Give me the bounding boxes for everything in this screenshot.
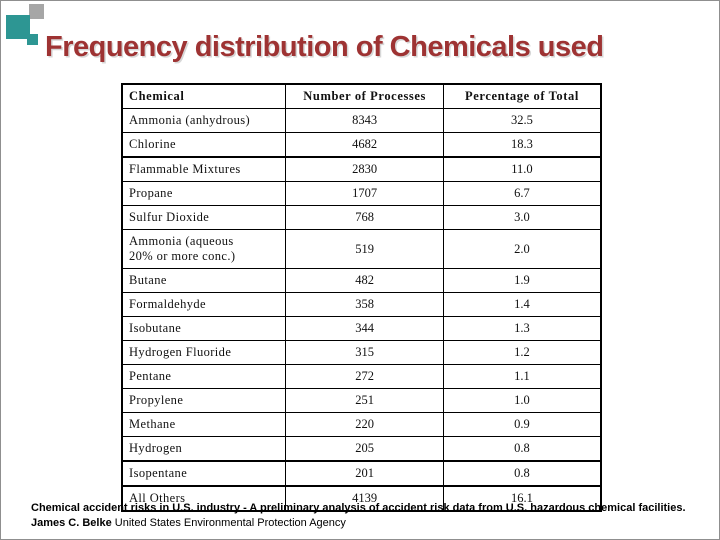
percentage-cell: 1.1 <box>442 364 602 389</box>
percentage-cell: 6.7 <box>442 181 602 206</box>
chemical-name-cell: Formaldehyde <box>121 292 287 317</box>
table-row: Chlorine 4682 18.3 <box>121 132 602 158</box>
percentage-cell: 3.0 <box>442 205 602 230</box>
percentage-cell: 1.0 <box>442 388 602 413</box>
process-count-cell: 272 <box>285 364 444 389</box>
percentage-cell: 32.5 <box>442 108 602 133</box>
process-count-cell: 358 <box>285 292 444 317</box>
citation-main-text: Chemical accident risks in U.S. industry… <box>31 502 686 530</box>
process-count-cell: 768 <box>285 205 444 230</box>
table-row: Propylene 251 1.0 <box>121 388 602 413</box>
table-row: All Others 4139 16.1 <box>121 485 602 512</box>
percentage-cell: 0.8 <box>442 436 602 462</box>
chemical-table-body: Ammonia (anhydrous) 8343 32.5 Chlorine 4682 1… <box>121 108 602 512</box>
chemical-name-cell: Ammonia (aqueous 20% or more conc.) <box>121 229 287 269</box>
table-row: Hydrogen 205 0.8 <box>121 436 602 462</box>
table-row: Sulfur Dioxide 768 3.0 <box>121 205 602 230</box>
table-row: Propane 1707 6.7 <box>121 181 602 206</box>
table-row: Isopentane 201 0.8 <box>121 460 602 487</box>
citation-agency-text: United States Environmental Protection A… <box>114 517 346 530</box>
table-row: Formaldehyde 358 1.4 <box>121 292 602 317</box>
data-table: Chemical Number of Processes Percentage … <box>121 83 602 512</box>
table-row: Hydrogen Fluoride 315 1.2 <box>121 340 602 365</box>
percentage-cell: 1.4 <box>442 292 602 317</box>
slide-title: Frequency distribution of Chemicals used <box>45 31 604 63</box>
column-header-processes: Number of Processes <box>285 83 444 109</box>
process-count-cell: 4139 <box>285 485 444 512</box>
process-count-cell: 205 <box>285 436 444 462</box>
process-count-cell: 482 <box>285 268 444 293</box>
table-row: Methane 220 0.9 <box>121 412 602 437</box>
percentage-cell: 2.0 <box>442 229 602 269</box>
table-header-row: Chemical Number of Processes Percentage … <box>121 83 602 109</box>
process-count-cell: 519 <box>285 229 444 269</box>
chemical-name-cell: Ammonia (anhydrous) <box>121 108 287 133</box>
process-count-cell: 201 <box>285 460 444 487</box>
chemical-name-cell: Hydrogen <box>121 436 287 462</box>
table-row: Isobutane 344 1.3 <box>121 316 602 341</box>
chemical-name-cell: Propylene <box>121 388 287 413</box>
process-count-cell: 2830 <box>285 156 444 182</box>
table-row: Butane 482 1.9 <box>121 268 602 293</box>
corner-decoration-teal-square-large <box>6 15 30 39</box>
process-count-cell: 315 <box>285 340 444 365</box>
chemical-name-cell: Chlorine <box>121 132 287 158</box>
percentage-cell: 0.9 <box>442 412 602 437</box>
process-count-cell: 344 <box>285 316 444 341</box>
process-count-cell: 251 <box>285 388 444 413</box>
table-row: Pentane 272 1.1 <box>121 364 602 389</box>
table-row: Flammable Mixtures 2830 11.0 <box>121 156 602 182</box>
percentage-cell: 0.8 <box>442 460 602 487</box>
column-header-chemical: Chemical <box>121 83 287 109</box>
table-row: Ammonia (aqueous 20% or more conc.) 519 2.… <box>121 229 602 269</box>
corner-decoration-teal-square-small <box>27 34 38 45</box>
percentage-cell: 11.0 <box>442 156 602 182</box>
percentage-cell: 1.9 <box>442 268 602 293</box>
corner-decoration-gray-square <box>29 4 44 19</box>
chemical-name-cell: All Others <box>121 485 287 512</box>
process-count-cell: 1707 <box>285 181 444 206</box>
table-row: Ammonia (anhydrous) 8343 32.5 <box>121 108 602 133</box>
source-citation: Chemical accident risks in U.S. industry… <box>31 501 696 532</box>
column-header-percentage: Percentage of Total <box>442 83 602 109</box>
chemical-name-cell: Butane <box>121 268 287 293</box>
process-count-cell: 4682 <box>285 132 444 158</box>
process-count-cell: 8343 <box>285 108 444 133</box>
process-count-cell: 220 <box>285 412 444 437</box>
chemical-name-cell: Propane <box>121 181 287 206</box>
chemical-name-cell: Hydrogen Fluoride <box>121 340 287 365</box>
chemical-name-cell: Flammable Mixtures <box>121 156 287 182</box>
chemical-name-cell: Isopentane <box>121 460 287 487</box>
percentage-cell: 1.3 <box>442 316 602 341</box>
chemical-name-cell: Pentane <box>121 364 287 389</box>
chemical-name-cell: Isobutane <box>121 316 287 341</box>
chemical-frequency-table: Chemical Number of Processes Percentage … <box>121 83 602 512</box>
chemical-name-cell: Sulfur Dioxide <box>121 205 287 230</box>
percentage-cell: 16.1 <box>442 485 602 512</box>
chemical-name-cell: Methane <box>121 412 287 437</box>
percentage-cell: 1.2 <box>442 340 602 365</box>
percentage-cell: 18.3 <box>442 132 602 158</box>
